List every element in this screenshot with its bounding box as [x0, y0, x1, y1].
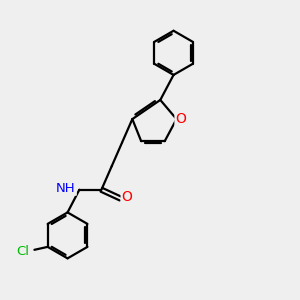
- Text: O: O: [122, 190, 133, 204]
- Text: Cl: Cl: [16, 245, 29, 258]
- Text: NH: NH: [56, 182, 76, 195]
- Text: O: O: [176, 112, 186, 126]
